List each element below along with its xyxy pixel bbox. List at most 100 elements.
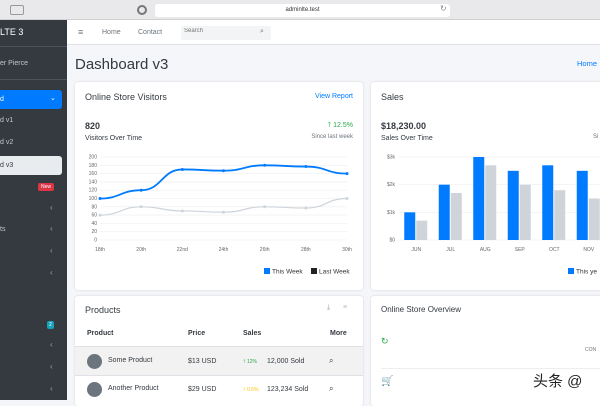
chevron-left-icon[interactable]: ‹ xyxy=(50,362,53,371)
sales-sold: 12,000 Sold xyxy=(267,358,305,365)
data-point xyxy=(263,205,267,209)
legend-swatch-this-year xyxy=(568,268,574,274)
privacy-icon[interactable] xyxy=(137,5,147,15)
divider xyxy=(0,46,67,47)
sidebar-item-dashboard-v1[interactable]: d v1 xyxy=(0,117,62,124)
chevron-down-icon: ⌄ xyxy=(50,95,56,102)
chevron-left-icon[interactable]: ‹ xyxy=(50,203,53,212)
col-header-price: Price xyxy=(188,330,206,337)
legend-label: This ye xyxy=(576,269,597,276)
search-icon[interactable]: ⌕ xyxy=(260,28,264,35)
nav-contact-link[interactable]: Contact xyxy=(138,29,163,36)
x-tick-label: 22nd xyxy=(177,247,188,253)
search-icon[interactable]: ⌕ xyxy=(329,384,334,393)
address-bar[interactable]: adminlte.test xyxy=(155,4,450,17)
sidebar-item-label: d xyxy=(0,96,4,103)
data-point xyxy=(222,210,225,214)
x-tick-label: 28th xyxy=(301,247,311,253)
sidebar-item-dashboard[interactable]: d ⌄ xyxy=(0,90,62,109)
arrow-up-icon: 🡑 xyxy=(327,122,332,129)
sales-card: Sales $18,230.00 Sales Over Time Si $0 $1… xyxy=(371,82,600,290)
divider xyxy=(0,79,67,80)
data-point xyxy=(345,172,349,176)
col-header-sales: Sales xyxy=(243,330,262,337)
bar-jun-last-year xyxy=(416,220,428,240)
x-tick-label: JUL xyxy=(446,247,455,253)
data-point xyxy=(222,169,225,173)
reload-icon[interactable]: ↻ xyxy=(440,4,447,13)
x-tick-label: 30th xyxy=(342,247,352,253)
sales-sold: 123,234 Sold xyxy=(267,386,309,393)
card-title: Online Store Visitors xyxy=(85,92,167,102)
nav-home-link[interactable]: Home xyxy=(102,29,121,36)
data-point xyxy=(98,197,102,200)
col-header-product: Product xyxy=(87,330,114,337)
view-report-link[interactable]: View Report xyxy=(314,93,353,100)
bar-jun-this-year xyxy=(404,212,416,240)
bar-oct-this-year xyxy=(542,165,554,240)
x-tick-label: 18th xyxy=(95,247,105,253)
data-point xyxy=(304,206,308,210)
data-point xyxy=(139,205,143,209)
since-text: Since last week xyxy=(311,134,353,140)
sidebar-item-charts[interactable]: ts xyxy=(0,226,62,233)
data-point xyxy=(304,165,308,169)
sidebar-item-dashboard-v3[interactable]: d v3 xyxy=(0,156,62,175)
y-tick-label: 140 xyxy=(89,179,98,185)
x-tick-label: SEP xyxy=(515,247,526,253)
y-tick-label: $3k xyxy=(387,155,396,161)
chevron-left-icon[interactable]: ‹ xyxy=(50,340,53,349)
search-input[interactable] xyxy=(184,28,254,34)
y-tick-label: 0 xyxy=(94,238,97,244)
y-tick-label: 20 xyxy=(91,229,97,235)
card-title: Sales xyxy=(381,92,404,102)
sales-change: 🡑 0.5% xyxy=(243,387,259,393)
sales-subtitle: Sales Over Time xyxy=(381,135,433,142)
chevron-left-icon[interactable]: ‹ xyxy=(50,268,53,277)
chevron-left-icon[interactable]: ‹ xyxy=(50,246,53,255)
bar-sep-last-year xyxy=(519,184,531,240)
x-tick-label: NOV xyxy=(583,247,595,253)
y-tick-label: 160 xyxy=(89,171,98,177)
y-tick-label: 80 xyxy=(91,204,97,210)
download-icon[interactable]: ⤓ xyxy=(327,304,331,311)
user-name[interactable]: er Pierce xyxy=(0,60,29,67)
y-tick-label: 60 xyxy=(91,213,97,219)
sidebar-item-label: d v2 xyxy=(0,139,14,146)
x-tick-label: JUN xyxy=(411,247,421,253)
x-tick-label: OCT xyxy=(549,247,560,253)
y-tick-label: 40 xyxy=(91,221,97,227)
bar-nov-this-year xyxy=(576,170,588,240)
menu-icon[interactable]: ≡ xyxy=(78,27,84,37)
bar-jul-this-year xyxy=(438,184,450,240)
sidebar-item-label: ts xyxy=(0,226,6,233)
breadcrumb-home[interactable]: Home xyxy=(576,59,597,68)
legend-swatch-this-week xyxy=(264,268,270,274)
y-tick-label: 120 xyxy=(89,188,98,194)
chevron-left-icon[interactable]: ‹ xyxy=(50,224,53,233)
since-text: Si xyxy=(593,134,599,140)
y-tick-label: 100 xyxy=(89,196,98,202)
y-tick-label: $2k xyxy=(387,182,396,188)
brand-name[interactable]: LTE 3 xyxy=(0,27,24,37)
data-point xyxy=(139,188,143,192)
top-navbar: ≡ Home Contact ⌕ xyxy=(67,20,600,45)
chevron-left-icon[interactable]: ‹ xyxy=(50,384,53,393)
sidebar-item-label: d v1 xyxy=(0,117,14,124)
product-price: $13 USD xyxy=(188,358,217,365)
data-point xyxy=(345,197,349,200)
y-tick-label: 200 xyxy=(89,155,98,161)
table-row: Some Product $13 USD 🡑 12% 12,000 Sold ⌕ xyxy=(75,346,363,375)
sidebar-toggle-icon[interactable] xyxy=(10,5,24,15)
divider xyxy=(381,368,600,369)
data-point xyxy=(180,167,184,171)
card-title: Products xyxy=(85,305,121,315)
bar-nov-last-year xyxy=(588,198,600,240)
table-row: Another Product $29 USD 🡑 0.5% 123,234 S… xyxy=(75,375,363,404)
menu-icon[interactable]: ≡ xyxy=(343,304,348,311)
sidebar-item-dashboard-v2[interactable]: d v2 xyxy=(0,139,62,146)
search-icon[interactable]: ⌕ xyxy=(329,356,334,365)
cart-icon: 🛒 xyxy=(381,376,394,387)
product-image xyxy=(87,354,102,369)
legend-swatch-last-week xyxy=(311,268,317,274)
